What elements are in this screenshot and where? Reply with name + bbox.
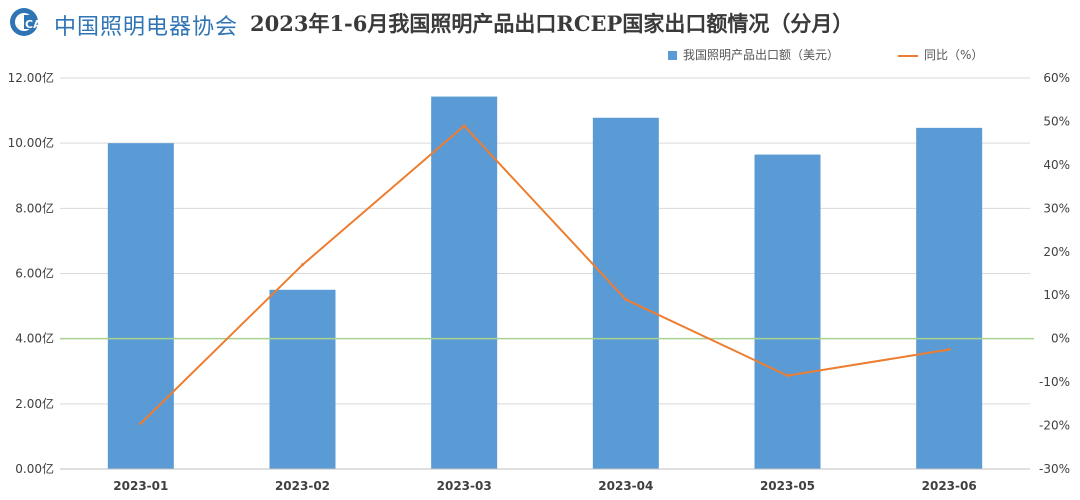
bar [592, 117, 659, 470]
legend-bar-swatch [668, 51, 677, 60]
y-left-tick-label: 8.00亿 [15, 200, 54, 215]
y-left-tick-label: 2.00亿 [15, 396, 54, 411]
logo-text: 中国照明电器协会 [54, 15, 239, 40]
y-right-tick-label: 50% [1043, 114, 1070, 128]
y-left-tick-label: 12.00亿 [8, 70, 54, 85]
series-line-yoy [140, 124, 950, 425]
y-left-tick-label: 10.00亿 [8, 135, 54, 150]
line-layer [139, 124, 951, 425]
line-point [462, 124, 466, 128]
y-right-tick-label: 30% [1043, 201, 1070, 215]
logo-badge-text: CALI [25, 18, 48, 31]
bar [269, 289, 336, 469]
y-right-tick-label: 0% [1051, 332, 1070, 346]
y-right-tick-label: -30% [1039, 462, 1070, 476]
bar [916, 127, 983, 469]
grid-layer [60, 77, 1030, 470]
x-tick-label: 2023-05 [760, 479, 815, 493]
y-left-tick-label: 6.00亿 [15, 266, 54, 281]
line-point [786, 374, 789, 378]
legend-label-yoy: 同比（%） [924, 48, 984, 62]
y-right-tick-label: -20% [1039, 419, 1070, 433]
legend-label-export: 我国照明产品出口额（美元） [683, 48, 840, 62]
chart-header: CALI 中国照明电器协会 2023年1-6月我国照明产品出口RCEP国家出口额… [0, 0, 1080, 44]
bar [431, 96, 498, 469]
x-tick-label: 2023-06 [922, 479, 977, 493]
line-point [301, 263, 304, 267]
chart-title: 2023年1-6月我国照明产品出口RCEP国家出口额情况（分月） [250, 11, 854, 36]
y-right-tick-label: -10% [1039, 375, 1070, 389]
y-left-tick-label: 0.00亿 [15, 461, 54, 476]
line-point [947, 348, 951, 352]
x-tick-label: 2023-01 [113, 479, 168, 493]
legend-line-swatch [898, 54, 918, 57]
association-logo: CALI 中国照明电器协会 [8, 6, 239, 40]
bar [754, 154, 821, 469]
y-right-tick-label: 20% [1043, 245, 1070, 259]
legend-item-export: 我国照明产品出口额（美元） [668, 46, 839, 64]
y-right-tick-label: 40% [1043, 158, 1070, 172]
bar-layer [107, 96, 983, 470]
line-point [624, 298, 628, 302]
x-tick-label: 2023-03 [437, 479, 492, 493]
y-left-tick-label: 4.00亿 [15, 331, 54, 346]
axis-layer: 0.00亿 2.00亿 4.00亿 6.00亿 8.00亿 10.00亿 12.00亿 -30… [8, 70, 1070, 493]
line-point [139, 421, 143, 425]
cali-logo-icon: CALI [10, 8, 53, 36]
y-right-tick-label: 60% [1043, 71, 1070, 85]
bar [107, 143, 174, 469]
x-tick-label: 2023-04 [598, 479, 653, 493]
x-tick-label: 2023-02 [275, 479, 330, 493]
y-right-tick-label: 10% [1043, 288, 1070, 302]
legend-item-yoy: 同比（%） [898, 46, 983, 64]
